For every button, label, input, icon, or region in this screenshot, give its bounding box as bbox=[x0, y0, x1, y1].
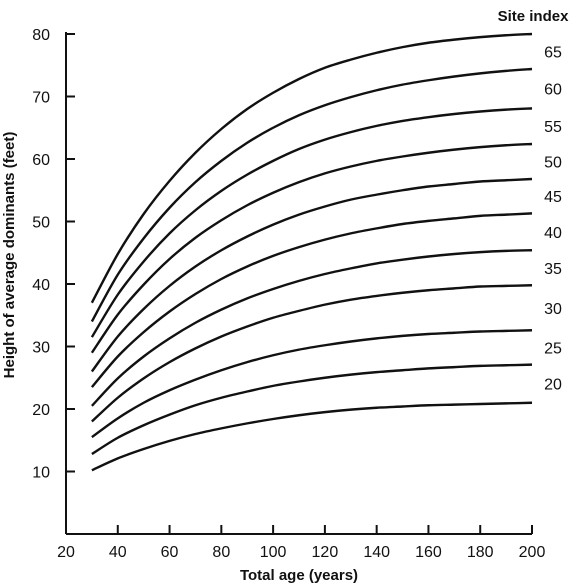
y-tick-label: 60 bbox=[32, 152, 50, 169]
y-axis-title: Height of average dominants (feet) bbox=[1, 132, 18, 379]
x-tick-label: 120 bbox=[312, 544, 339, 561]
series-label: 25 bbox=[544, 340, 562, 357]
series-label: 60 bbox=[544, 82, 562, 99]
series-curve bbox=[90, 67, 533, 323]
x-tick-label: 160 bbox=[415, 544, 442, 561]
series-curve bbox=[90, 107, 533, 338]
series-curves bbox=[90, 32, 533, 472]
x-tick-label: 40 bbox=[109, 544, 127, 561]
y-tick-label: 40 bbox=[32, 277, 50, 294]
x-axis-title: Total age (years) bbox=[240, 567, 358, 584]
y-tick-label: 20 bbox=[32, 402, 50, 419]
x-tick-label: 100 bbox=[260, 544, 287, 561]
series-curve bbox=[90, 212, 533, 388]
series-curve bbox=[90, 142, 533, 354]
x-tick-label: 180 bbox=[467, 544, 494, 561]
series-labels: 65 60 55 50 45 40 35 30 25 20 bbox=[544, 45, 562, 394]
series-label: 20 bbox=[544, 377, 562, 394]
series-label: 40 bbox=[544, 225, 562, 242]
y-tick-label: 80 bbox=[32, 27, 50, 44]
y-tick-label: 70 bbox=[32, 90, 50, 107]
legend-title: Site index bbox=[498, 8, 570, 25]
series-label: 45 bbox=[544, 189, 562, 206]
series-curve bbox=[91, 284, 533, 423]
series-label: 50 bbox=[544, 155, 562, 172]
y-tick-label: 10 bbox=[32, 465, 50, 482]
series-label: 30 bbox=[544, 301, 562, 318]
x-axis-ticks: 20 40 60 80 100 120 140 160 180 200 bbox=[57, 525, 545, 561]
x-tick-label: 80 bbox=[212, 544, 230, 561]
y-tick-label: 50 bbox=[32, 215, 50, 232]
x-tick-label: 140 bbox=[363, 544, 390, 561]
series-label: 65 bbox=[544, 45, 562, 62]
series-curve bbox=[91, 401, 533, 472]
series-curve bbox=[91, 329, 533, 439]
y-axis-ticks: 10 20 30 40 50 60 70 80 bbox=[32, 27, 75, 482]
axes bbox=[65, 32, 532, 535]
series-label: 35 bbox=[544, 261, 562, 278]
series-curve bbox=[90, 32, 533, 304]
x-tick-label: 20 bbox=[57, 544, 75, 561]
series-curve bbox=[90, 177, 533, 373]
x-tick-label: 60 bbox=[161, 544, 179, 561]
y-tick-label: 30 bbox=[32, 340, 50, 357]
series-curve bbox=[91, 249, 533, 407]
x-tick-label: 200 bbox=[519, 544, 546, 561]
series-label: 55 bbox=[544, 119, 562, 136]
series-curve bbox=[91, 363, 533, 456]
